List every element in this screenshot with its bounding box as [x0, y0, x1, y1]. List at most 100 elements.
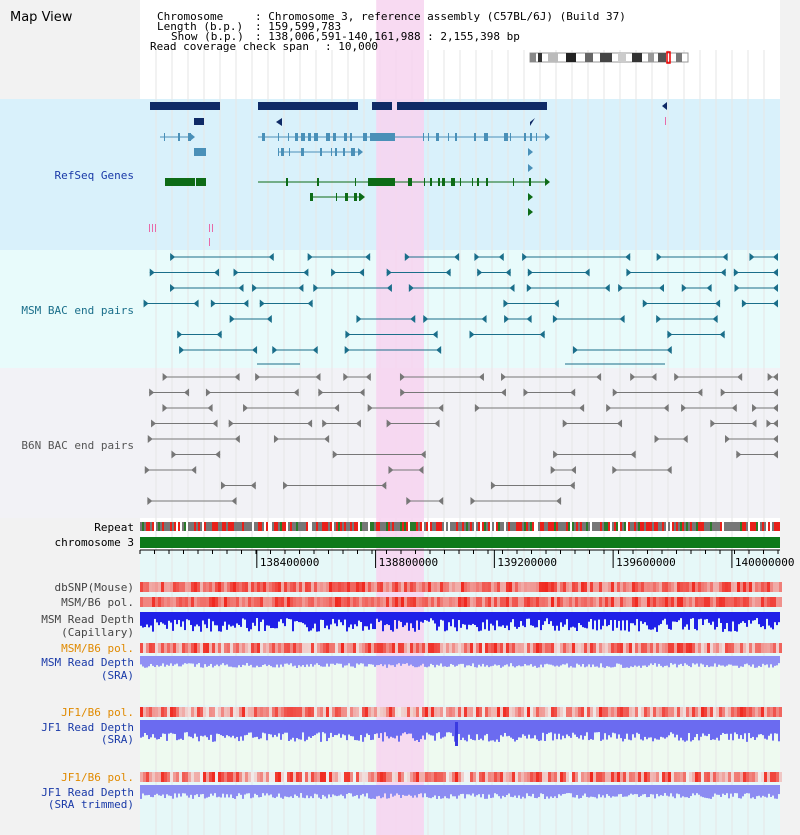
msm-sra-pol-heat-cell — [770, 643, 773, 653]
repeat-element — [262, 522, 264, 531]
msm-sra-depth-bar — [660, 656, 662, 666]
b6n-bac-end-marker — [710, 419, 716, 428]
msm-capillary-depth-bar — [552, 612, 554, 626]
jf1-trim-depth-bar — [630, 785, 632, 794]
msm-b6-pol-heat-cell — [704, 597, 707, 607]
msm-sra-depth-bar — [654, 656, 656, 664]
repeat-element — [226, 522, 228, 531]
dbsnp-heat-cell — [188, 582, 191, 592]
track-label-jf1-read-depth-trimmed[interactable]: JF1 Read Depth — [41, 786, 134, 799]
track-label-dbsnp[interactable]: dbSNP(Mouse) — [54, 581, 134, 594]
repeat-element — [532, 522, 534, 531]
msm-sra-depth-bar — [374, 656, 376, 667]
msm-capillary-depth-bar — [388, 612, 390, 626]
msm-bac-end-marker — [386, 268, 392, 277]
dbsnp-heat-cell — [644, 582, 647, 592]
msm-capillary-depth-bar — [322, 612, 324, 621]
msm-capillary-depth-bar — [226, 612, 228, 630]
msm-sra-depth-bar — [442, 656, 444, 667]
jf1-trim-depth-bar — [506, 785, 508, 796]
msm-capillary-depth-bar — [518, 612, 520, 628]
jf1-trim-depth-bar — [378, 785, 380, 796]
track-label-jf1-b6-pol[interactable]: JF1/B6 pol. — [61, 706, 134, 719]
jf1-trim-depth-bar — [638, 785, 640, 798]
jf1-trim-pol-heat-cell — [158, 772, 161, 782]
jf1-sra-depth-bar — [652, 720, 654, 742]
msm-sra-depth-bar — [294, 656, 296, 666]
jf1-pol-heat-cell — [266, 707, 269, 717]
msm-sra-depth-bar — [170, 656, 172, 664]
track-label-msm-bac[interactable]: MSM BAC end pairs — [21, 304, 134, 317]
repeat-element — [312, 522, 314, 531]
jf1-trim-depth-bar — [230, 785, 232, 795]
jf1-sra-depth-bar — [420, 720, 422, 740]
msm-sra-pol-heat-cell — [356, 643, 359, 653]
coverage-span-label: Read coverage check span — [150, 40, 309, 53]
track-label-jf1-b6-pol-trimmed[interactable]: JF1/B6 pol. — [61, 771, 134, 784]
repeat-element — [482, 522, 484, 531]
pseudogene-tick — [152, 224, 153, 232]
jf1-trim-pol-heat-cell — [362, 772, 365, 782]
msm-b6-pol-heat-cell — [497, 597, 500, 607]
msm-b6-pol-heat-cell — [587, 597, 590, 607]
track-label-msm-b6-pol-capillary[interactable]: MSM/B6 pol. — [61, 596, 134, 609]
gene-exon — [436, 133, 439, 141]
jf1-sra-depth-bar — [620, 720, 622, 739]
track-label-b6n-bac[interactable]: B6N BAC end pairs — [21, 439, 134, 452]
track-label-msm-read-depth-capillary[interactable]: MSM Read Depth — [41, 613, 134, 626]
dbsnp-heat-cell — [617, 582, 620, 592]
msm-b6-pol-heat-cell — [392, 597, 395, 607]
jf1-trim-depth-bar — [582, 785, 584, 796]
jf1-sra-depth-bar — [634, 720, 636, 738]
repeat-element — [254, 522, 256, 531]
dbsnp-heat-cell — [593, 582, 596, 592]
jf1-sra-depth-bar — [246, 720, 248, 735]
track-label-msm-read-depth-sra[interactable]: MSM Read Depth — [41, 656, 134, 669]
msm-sra-pol-heat-cell — [515, 643, 518, 653]
repeat-element — [194, 522, 196, 531]
jf1-pol-heat-cell — [533, 707, 536, 717]
jf1-trim-pol-heat-cell — [626, 772, 629, 782]
msm-capillary-depth-bar — [306, 612, 308, 628]
track-label-jf1-read-depth-sra[interactable]: JF1 Read Depth — [41, 721, 134, 734]
repeat-element — [686, 522, 688, 531]
jf1-trim-pol-heat-cell — [764, 772, 767, 782]
msm-sra-depth-bar — [652, 656, 654, 665]
jf1-sra-depth-bar — [206, 720, 208, 738]
jf1-trim-pol-heat-cell — [197, 772, 200, 782]
jf1-pol-heat-cell — [488, 707, 491, 717]
track-label-refseq-genes[interactable]: RefSeq Genes — [54, 169, 134, 182]
msm-capillary-depth-bar — [570, 612, 572, 628]
repeat-element — [528, 522, 530, 531]
jf1-sra-depth-bar — [184, 720, 186, 733]
dbsnp-heat-cell — [587, 582, 590, 592]
msm-b6-pol-heat-cell — [689, 597, 692, 607]
b6n-bac-end-marker — [766, 419, 772, 428]
jf1-sra-depth-bar — [526, 720, 528, 739]
jf1-pol-heat-cell — [719, 707, 722, 717]
gene-block — [194, 148, 206, 156]
jf1-sra-depth-bar — [686, 720, 688, 741]
jf1-trim-depth-bar — [240, 785, 242, 795]
msm-b6-pol-heat-cell — [551, 597, 554, 607]
jf1-trim-depth-bar — [778, 785, 780, 795]
jf1-trim-depth-bar — [522, 785, 524, 797]
msm-sra-depth-bar — [480, 656, 482, 667]
jf1-trim-pol-heat-cell — [464, 772, 467, 782]
msm-capillary-depth-bar — [766, 612, 768, 619]
jf1-sra-depth-bar — [724, 720, 726, 734]
dbsnp-heat-cell — [596, 582, 599, 592]
jf1-sra-depth-bar — [486, 720, 488, 734]
gene-exon — [460, 178, 461, 186]
repeat-element — [534, 522, 536, 531]
jf1-trim-depth-bar — [404, 785, 406, 796]
jf1-sra-depth-bar — [644, 720, 646, 737]
jf1-trim-depth-bar — [550, 785, 552, 797]
gene-exon — [428, 133, 429, 141]
jf1-trim-depth-bar — [498, 785, 500, 797]
repeat-element — [770, 522, 772, 531]
jf1-sra-depth-bar — [370, 720, 372, 741]
track-label-msm-b6-pol-sra[interactable]: MSM/B6 pol. — [61, 642, 134, 655]
msm-b6-pol-heat-cell — [428, 597, 431, 607]
msm-sra-depth-bar — [234, 656, 236, 668]
